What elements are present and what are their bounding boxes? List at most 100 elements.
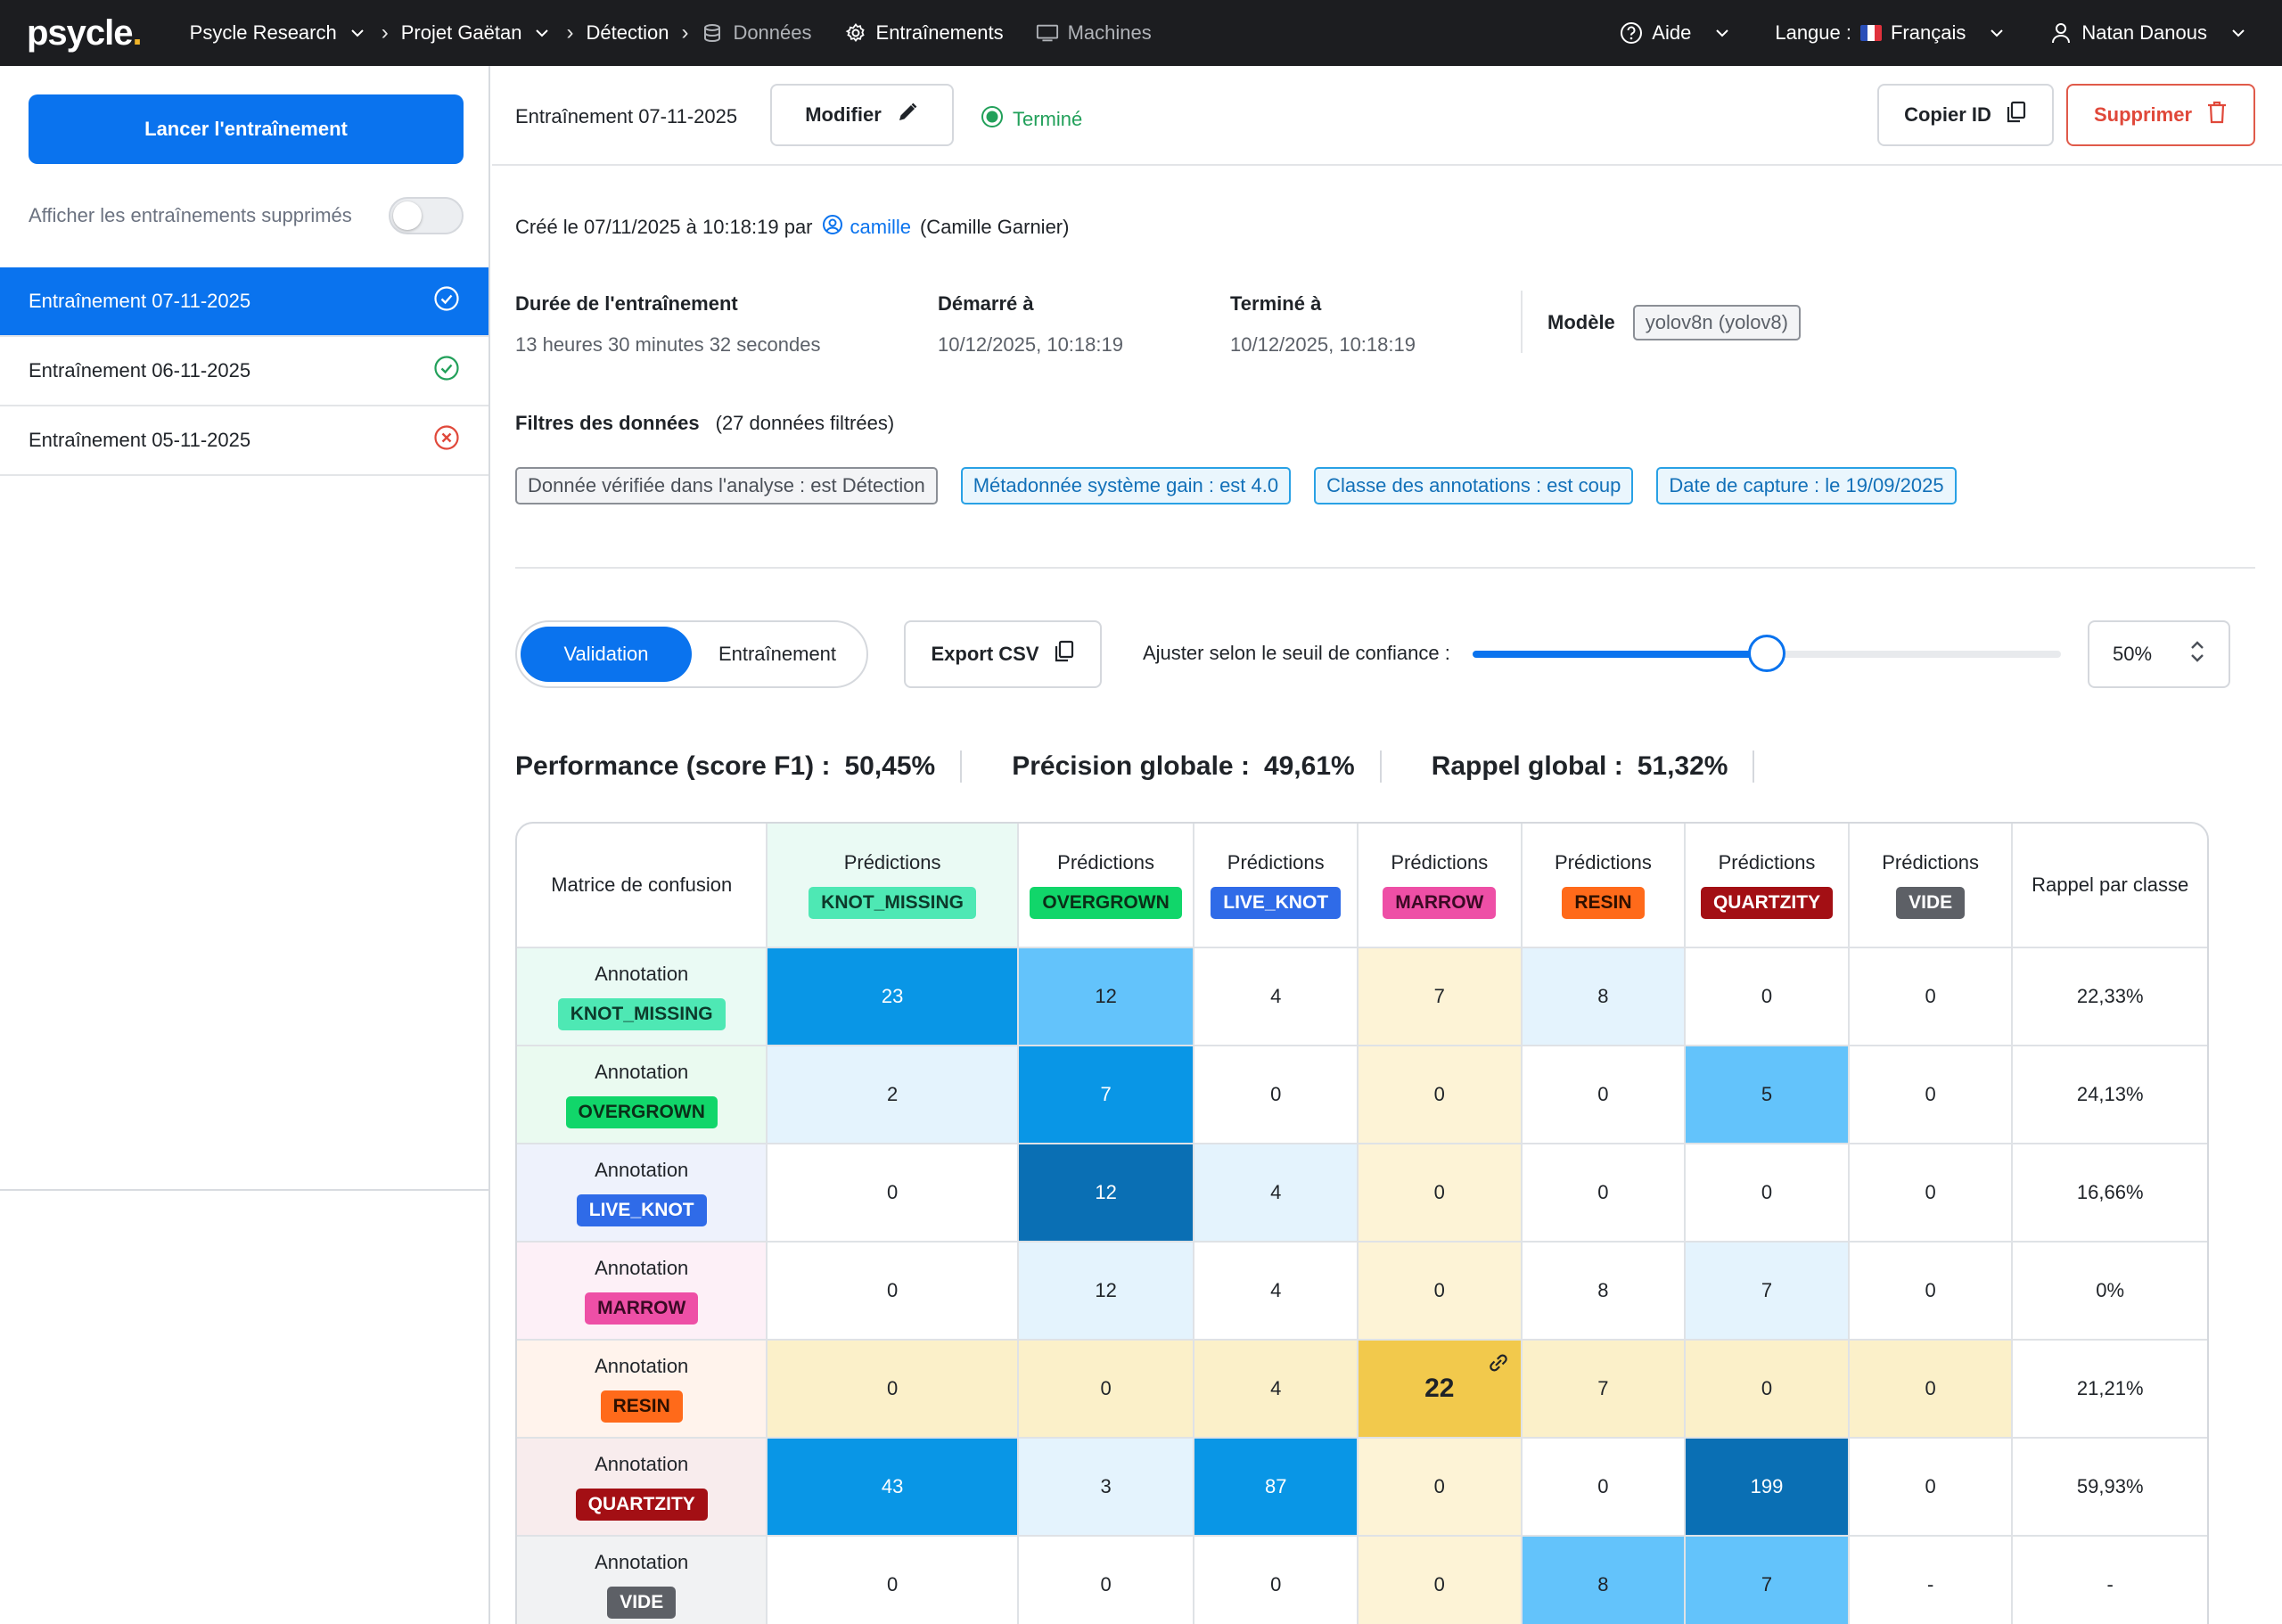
user-menu[interactable]: Natan Danous [2049,21,2250,45]
annotation-header-label: Annotation [595,1158,689,1181]
matrix-cell[interactable]: 7 [1522,1341,1687,1439]
matrix-cell[interactable]: 12 [1018,1243,1195,1341]
filter-chip[interactable]: Classe des annotations : est coup [1314,467,1634,504]
matrix-cell[interactable]: 0 [1849,1243,2014,1341]
matrix-cell[interactable]: 12 [1018,1144,1195,1243]
annotation-row-header[interactable]: Annotation LIVE_KNOT [517,1144,768,1243]
matrix-cell[interactable]: 43 [768,1439,1019,1537]
annotation-row-header[interactable]: Annotation QUARTZITY [517,1439,768,1537]
prediction-column-header[interactable]: Prédictions LIVE_KNOT [1194,824,1359,948]
matrix-cell[interactable]: 0 [1018,1341,1195,1439]
matrix-cell[interactable]: - [1850,1537,2014,1624]
breadcrumb-organization[interactable]: Psycle Research [190,21,369,45]
matrix-cell[interactable]: 7 [1018,1046,1195,1144]
nav-machines[interactable]: Machines [1036,21,1152,45]
matrix-cell[interactable]: 0 [768,1537,1019,1624]
matrix-cell[interactable]: 0 [1019,1537,1195,1624]
matrix-cell[interactable]: 87 [1194,1439,1359,1537]
matrix-cell[interactable]: 0 [1686,1144,1850,1243]
matrix-cell[interactable]: 0 [1849,1046,2014,1144]
matrix-header-row: Matrice de confusion Prédictions KNOT_MISS… [517,824,2207,948]
matrix-cell[interactable]: 0 [1849,1341,2014,1439]
tab-training[interactable]: Entraînement [718,643,837,665]
prediction-column-header[interactable]: Prédictions OVERGROWN [1018,824,1195,948]
matrix-cell[interactable]: 0 [1522,1439,1687,1537]
delete-button[interactable]: Supprimer [2066,84,2255,146]
threshold-input[interactable]: 50% [2088,620,2230,688]
edit-button[interactable]: Modifier [770,84,954,146]
matrix-cell[interactable]: 8 [1522,948,1687,1046]
matrix-cell[interactable]: 0 [768,1243,1019,1341]
export-csv-button[interactable]: Export CSV [904,620,1102,688]
annotation-row-header[interactable]: Annotation MARROW [517,1243,768,1341]
matrix-cell[interactable]: 199 [1686,1439,1850,1537]
matrix-cell[interactable]: 4 [1194,948,1359,1046]
annotation-row-header[interactable]: Annotation VIDE [517,1537,768,1624]
threshold-slider[interactable] [1473,635,2061,672]
filter-chip[interactable]: Métadonnée système gain : est 4.0 [960,467,1292,504]
matrix-cell[interactable]: 4 [1194,1243,1359,1341]
link-icon[interactable] [1485,1349,1512,1382]
matrix-cell[interactable]: 0 [768,1341,1019,1439]
matrix-cell[interactable]: 0 [1686,948,1850,1046]
matrix-cell[interactable]: 5 [1686,1046,1850,1144]
breadcrumb-detection[interactable]: Détection [586,21,669,44]
nav-data[interactable]: Données [701,21,812,45]
training-run-item[interactable]: Entraînement 06-11-2025 [0,337,488,406]
matrix-cell[interactable]: 3 [1018,1439,1195,1537]
matrix-cell[interactable]: 4 [1194,1341,1359,1439]
stepper-icon[interactable] [2189,639,2205,669]
matrix-cell[interactable]: 0 [1359,1046,1523,1144]
training-run-item[interactable]: Entraînement 05-11-2025 [0,406,488,476]
nav-trainings[interactable]: Entraînements [844,21,1004,45]
matrix-cell[interactable]: 22 [1359,1341,1523,1439]
matrix-cell[interactable]: 0 [1359,1243,1523,1341]
matrix-cell[interactable]: 0 [1522,1144,1687,1243]
filter-chip[interactable]: Donnée vérifiée dans l'analyse : est Dét… [515,467,938,504]
matrix-cell[interactable]: 8 [1522,1243,1687,1341]
launch-training-button[interactable]: Lancer l'entraînement [29,94,464,164]
matrix-cell[interactable]: 4 [1194,1144,1359,1243]
annotation-row-header[interactable]: Annotation OVERGROWN [517,1046,768,1144]
matrix-cell[interactable]: 0 [1194,1046,1359,1144]
copy-id-button[interactable]: Copier ID [1877,84,2054,146]
prediction-column-header[interactable]: Prédictions RESIN [1522,824,1687,948]
matrix-cell[interactable]: 0 [1359,1439,1523,1537]
matrix-cell[interactable]: 0 [1522,1046,1687,1144]
matrix-cell[interactable]: 0 [1686,1341,1850,1439]
psycle-logo[interactable]: psycle. [27,12,143,53]
matrix-cell[interactable]: 0 [1359,1537,1523,1624]
matrix-cell[interactable]: 0 [1849,1144,2014,1243]
prediction-column-header[interactable]: Prédictions MARROW [1359,824,1523,948]
slider-thumb[interactable] [1748,635,1785,672]
matrix-cell[interactable]: 7 [1359,948,1523,1046]
prediction-header-label: Prédictions [1391,850,1489,874]
matrix-cell[interactable]: 23 [768,948,1019,1046]
language-menu[interactable]: Langue : Français [1775,21,2008,45]
training-run-item[interactable]: Entraînement 07-11-2025 [0,267,488,337]
matrix-cell[interactable]: 0 [1194,1537,1359,1624]
prediction-column-header[interactable]: Prédictions VIDE [1849,824,2014,948]
filter-chip[interactable]: Date de capture : le 19/09/2025 [1656,467,1957,504]
annotation-row-header[interactable]: Annotation KNOT_MISSING [517,948,768,1046]
matrix-cell[interactable]: 0 [768,1144,1019,1243]
matrix-cell-value: 12 [1095,1181,1117,1203]
breadcrumb-project[interactable]: Projet Gaëtan [401,21,554,45]
annotation-row-header[interactable]: Annotation RESIN [517,1341,768,1439]
matrix-cell[interactable]: 2 [768,1046,1019,1144]
matrix-cell[interactable]: 12 [1018,948,1195,1046]
matrix-cell[interactable]: 0 [1849,1439,2014,1537]
tab-validation[interactable]: Validation [521,627,692,682]
matrix-cell[interactable]: 0 [1849,948,2014,1046]
matrix-cell[interactable]: 0 [1359,1144,1523,1243]
matrix-cell[interactable]: 8 [1522,1537,1687,1624]
creator-link[interactable]: camille [822,214,911,241]
matrix-cell-value: 43 [881,1475,904,1497]
matrix-cell[interactable]: 7 [1686,1537,1850,1624]
prediction-column-header[interactable]: Prédictions KNOT_MISSING [768,824,1019,948]
matrix-cell[interactable]: 7 [1686,1243,1850,1341]
prediction-column-header[interactable]: Prédictions QUARTZITY [1686,824,1850,948]
help-menu[interactable]: Aide [1620,21,1734,45]
show-deleted-toggle[interactable] [389,197,464,234]
chevron-right-icon: › [681,21,689,45]
